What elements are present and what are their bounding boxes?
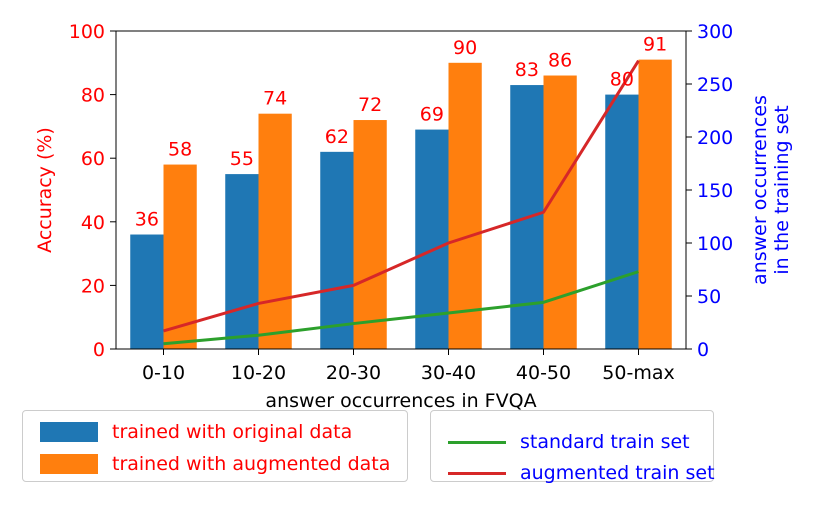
data-label-augmented-5: 91 [643, 34, 667, 56]
line-augmented-train-set [163, 59, 640, 333]
bar-original-2 [320, 151, 354, 349]
legend-swatch-augmented [40, 454, 98, 474]
data-label-original-3: 69 [420, 104, 444, 126]
ytick-left-label-20: 20 [81, 275, 105, 297]
legend-label-augmented: trained with augmented data [112, 453, 391, 475]
axes-layer: 0 20 40 60 80 100 0 50 100 150 200 250 300 0-10 10-20 2… [34, 21, 793, 412]
data-label-original-2: 62 [325, 126, 349, 148]
legend-item-original: trained with original data [23, 421, 352, 443]
legend-bars: trained with original data trained with … [22, 410, 408, 482]
legend-item-augmented-set: augmented train set [431, 462, 715, 484]
lines-layer [163, 59, 640, 346]
ytick-left-label-100: 100 [69, 21, 105, 43]
data-label-original-0: 36 [135, 209, 159, 231]
bars-layer [130, 59, 672, 350]
bar-augmented-4 [543, 75, 577, 350]
bar-augmented-1 [258, 113, 292, 350]
legend-item-standard: standard train set [431, 431, 690, 453]
data-label-original-5: 80 [610, 69, 634, 91]
ytick-right-label-300: 300 [697, 21, 733, 43]
ytick-left-label-40: 40 [81, 212, 105, 234]
ytick-right-label-150: 150 [697, 180, 733, 202]
legend-lines: standard train set augmented train set [430, 410, 715, 484]
xtick-label-2: 20-30 [326, 362, 381, 384]
ytick-right-label-100: 100 [697, 233, 733, 255]
legend-swatch-augmented-set [448, 471, 506, 475]
bar-original-1 [225, 174, 259, 349]
xtick-label-1: 10-20 [231, 362, 286, 384]
data-labels-layer: 36 55 62 69 83 80 58 74 72 90 86 91 [135, 34, 667, 231]
line-standard-train-set [163, 270, 639, 346]
ytick-left-label-60: 60 [81, 148, 105, 170]
data-label-original-4: 83 [515, 59, 539, 81]
ytick-right-label-0: 0 [697, 339, 709, 361]
legend-swatch-standard [448, 440, 506, 444]
legend-label-augmented-set: augmented train set [520, 462, 715, 484]
ytick-left-label-80: 80 [81, 85, 105, 107]
data-label-augmented-3: 90 [453, 37, 477, 59]
data-label-original-1: 55 [230, 148, 254, 170]
data-label-augmented-2: 72 [358, 94, 382, 116]
ytick-right-label-250: 250 [697, 74, 733, 96]
legend-label-standard: standard train set [520, 431, 690, 453]
y-axis-label-right-line-0: answer occurrences [749, 95, 771, 285]
bar-augmented-3 [448, 62, 482, 350]
legend-label-original: trained with original data [112, 421, 353, 443]
bar-original-5 [605, 94, 639, 349]
bar-augmented-5 [638, 59, 672, 350]
ytick-right-label-200: 200 [697, 127, 733, 149]
bar-augmented-2 [353, 120, 387, 349]
xtick-label-0: 0-10 [142, 362, 185, 384]
data-label-augmented-0: 58 [168, 139, 192, 161]
bar-augmented-0 [163, 164, 197, 349]
xtick-label-3: 30-40 [421, 362, 476, 384]
ytick-right-label-50: 50 [697, 286, 721, 308]
legend-swatch-original [40, 422, 98, 442]
bar-original-0 [130, 234, 164, 349]
ytick-left-label-0: 0 [93, 339, 105, 361]
y-axis-label-left: Accuracy (%) [34, 127, 56, 253]
xtick-label-5: 50-max [602, 362, 674, 384]
y-axis-label-right-line-1: in the training set [771, 105, 793, 274]
data-label-augmented-1: 74 [263, 88, 287, 110]
data-label-augmented-4: 86 [548, 50, 572, 72]
x-axis-label: answer occurrences in FVQA [265, 390, 536, 412]
legend-item-augmented: trained with augmented data [23, 453, 390, 475]
xtick-label-4: 40-50 [516, 362, 571, 384]
